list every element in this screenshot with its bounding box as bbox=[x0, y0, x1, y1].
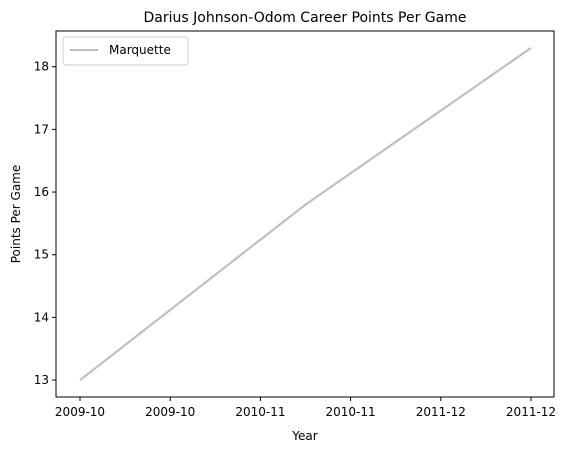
legend: Marquette bbox=[62, 36, 189, 66]
x-axis-label: Year bbox=[291, 429, 317, 443]
y-tick-label: 14 bbox=[34, 310, 49, 324]
y-axis: 13 14 15 16 17 18 bbox=[34, 60, 56, 387]
y-tick-label: 16 bbox=[34, 185, 49, 199]
x-tick-label: 2010-11 bbox=[235, 405, 285, 419]
x-tick-label: 2011-12 bbox=[416, 405, 466, 419]
plot-area bbox=[55, 30, 555, 398]
x-tick-label: 2010-11 bbox=[326, 405, 376, 419]
series-layer bbox=[79, 47, 532, 381]
y-tick-label: 13 bbox=[34, 373, 49, 387]
series-line-marquette bbox=[79, 47, 532, 381]
y-tick-label: 15 bbox=[34, 248, 49, 262]
y-tick-label: 18 bbox=[34, 60, 49, 74]
y-tick-label: 17 bbox=[34, 122, 49, 136]
chart-title: Darius Johnson-Odom Career Points Per Ga… bbox=[144, 10, 467, 26]
x-axis: 2009-10 2009-10 2010-11 2010-11 2011-12 2011-… bbox=[55, 397, 556, 419]
x-tick-label: 2009-10 bbox=[55, 405, 105, 419]
legend-label-marquette: Marquette bbox=[109, 43, 171, 57]
y-axis-label: Points Per Game bbox=[9, 165, 23, 264]
x-tick-label: 2009-10 bbox=[145, 405, 195, 419]
x-tick-label: 2011-12 bbox=[506, 405, 556, 419]
legend-box bbox=[62, 36, 189, 66]
